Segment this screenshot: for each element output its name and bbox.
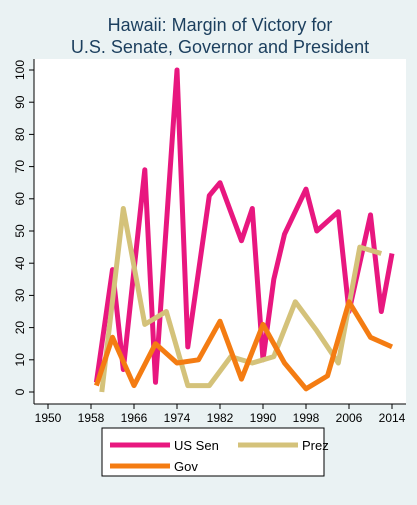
x-tick-label: 2006 (336, 411, 363, 425)
plot-area (34, 59, 406, 404)
x-tick-label: 1982 (207, 411, 234, 425)
y-tick-label: 0 (13, 388, 27, 395)
series-line-gov (94, 299, 394, 392)
chart-title-line-2: U.S. Senate, Governor and President (71, 37, 369, 57)
x-tick-label: 1966 (121, 411, 148, 425)
y-tick-label: 100 (13, 60, 27, 80)
x-tick-label: 1974 (164, 411, 191, 425)
legend: US Sen Prez Gov (110, 438, 329, 474)
x-tick-label: 2014 (379, 411, 406, 425)
x-tick-label: 1990 (250, 411, 277, 425)
chart-title-line-1: Hawaii: Margin of Victory for (108, 15, 333, 35)
legend-label-prez: Prez (302, 438, 329, 453)
y-tick-label: 30 (13, 288, 27, 302)
y-tick-label: 70 (13, 160, 27, 174)
y-tick-label: 60 (13, 192, 27, 206)
series-line-us-sen (93, 67, 395, 385)
y-tick-label: 90 (13, 95, 27, 109)
x-tick-label: 1998 (293, 411, 320, 425)
y-tick-label: 50 (13, 224, 27, 238)
x-tick-label: 1950 (35, 411, 62, 425)
series-lines (93, 67, 395, 393)
y-tick-label: 80 (13, 127, 27, 141)
legend-label-us-sen: US Sen (174, 438, 219, 453)
legend-label-gov: Gov (174, 459, 198, 474)
axes: 0 10 20 30 40 50 60 70 80 90 100 1950 1958 1966 1974 19… (13, 59, 406, 425)
y-tick-label: 40 (13, 256, 27, 270)
y-tick-label: 10 (13, 353, 27, 367)
y-tick-label: 20 (13, 321, 27, 335)
x-tick-label: 1958 (78, 411, 105, 425)
